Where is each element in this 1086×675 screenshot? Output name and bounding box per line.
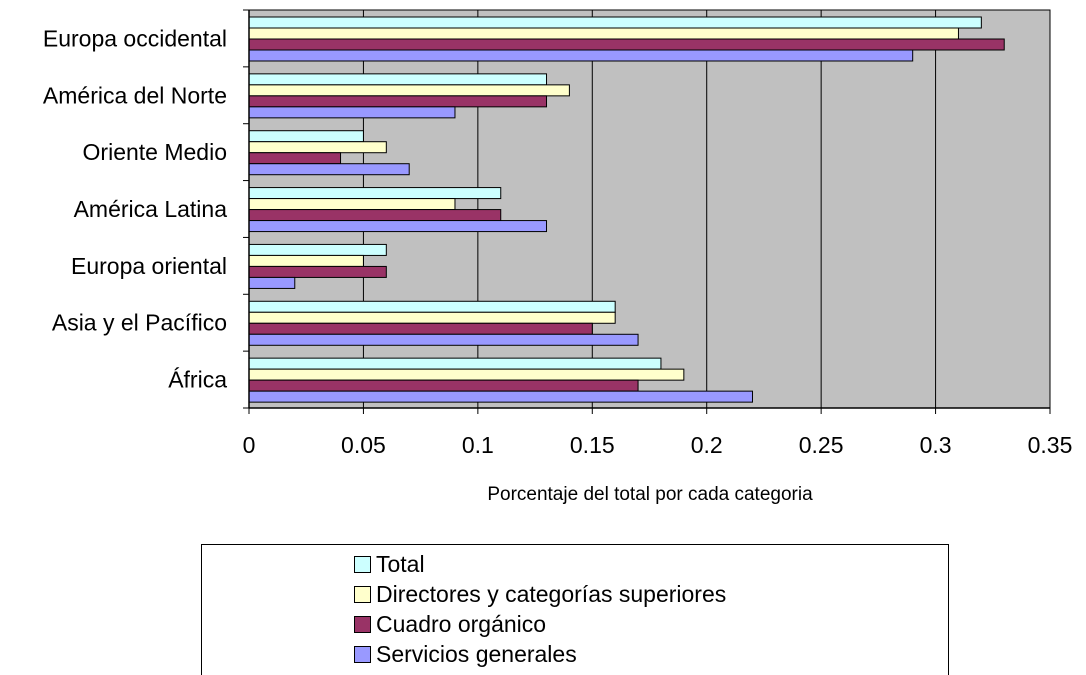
legend-label: Cuadro orgánico — [376, 611, 547, 637]
bar — [248, 49, 914, 62]
category-label: Europa occidental — [43, 25, 227, 51]
category-labels: Europa occidental América del Norte Orient… — [43, 25, 227, 392]
bar — [248, 357, 662, 370]
bar — [248, 243, 387, 256]
bar — [248, 38, 1005, 51]
bar — [248, 163, 410, 176]
bar — [248, 333, 639, 346]
legend-label: Servicios generales — [376, 641, 577, 667]
bar — [248, 152, 342, 165]
bar — [248, 73, 548, 86]
plot-area — [243, 9, 1051, 414]
bar — [248, 311, 616, 324]
legend-swatch — [354, 645, 371, 663]
x-tick-label: 0.25 — [799, 432, 844, 458]
legend: Total Directores y categorías superiores C… — [201, 544, 949, 675]
x-tick-label: 0.3 — [920, 432, 952, 458]
bar — [248, 209, 502, 222]
category-label: América Latina — [74, 196, 228, 222]
category-label: Oriente Medio — [83, 139, 227, 165]
legend-item: Cuadro orgánico — [354, 609, 726, 639]
bar — [248, 16, 982, 29]
bar — [248, 276, 296, 289]
legend-item: Servicios generales — [354, 639, 726, 669]
x-tick-label: 0.1 — [462, 432, 494, 458]
bar — [248, 130, 364, 143]
x-tick-label: 0 — [243, 432, 256, 458]
bar — [248, 379, 639, 392]
bar — [248, 27, 959, 40]
legend-list: Total Directores y categorías superiores C… — [354, 549, 726, 669]
x-tick-label: 0.15 — [570, 432, 615, 458]
bar — [248, 141, 387, 154]
bar — [248, 322, 593, 335]
legend-swatch — [354, 585, 371, 603]
legend-item: Total — [354, 549, 726, 579]
legend-label: Directores y categorías superiores — [376, 581, 727, 607]
legend-label: Total — [376, 551, 425, 577]
bar — [248, 368, 685, 381]
bar — [248, 106, 456, 119]
bar — [248, 265, 387, 278]
bar — [248, 198, 456, 211]
x-axis-tick-labels: 0 0.05 0.1 0.15 0.2 0.25 0.3 0.35 — [243, 432, 1073, 458]
bar — [248, 187, 502, 200]
x-axis-title: Porcentaje del total por cada categoria — [487, 484, 813, 505]
bar — [248, 84, 570, 97]
legend-swatch — [354, 615, 371, 633]
x-tick-label: 0.35 — [1028, 432, 1073, 458]
bar — [248, 95, 548, 108]
legend-swatch — [354, 555, 371, 573]
category-label: América del Norte — [43, 82, 227, 108]
bar — [248, 254, 364, 267]
x-tick-label: 0.2 — [691, 432, 723, 458]
bar — [248, 300, 616, 313]
bar — [248, 220, 548, 233]
x-tick-label: 0.05 — [341, 432, 386, 458]
category-label: África — [168, 367, 227, 393]
bar — [248, 390, 753, 403]
category-label: Europa oriental — [71, 253, 227, 279]
legend-item: Directores y categorías superiores — [354, 579, 726, 609]
category-label: Asia y el Pacífico — [52, 310, 227, 336]
bar-chart: Europa occidental América del Norte Orient… — [43, 9, 1073, 505]
